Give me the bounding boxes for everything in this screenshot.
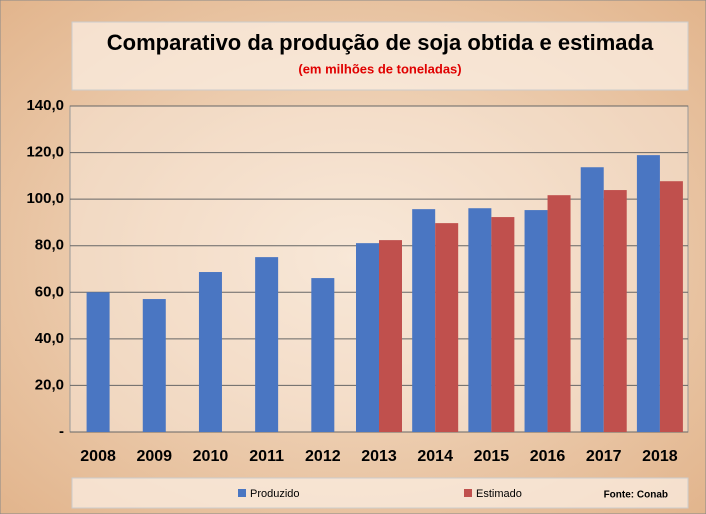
title-box [71,21,689,91]
y-tick-label: 20,0 [35,376,64,393]
bar [412,209,436,432]
y-tick-label: 140,0 [26,97,64,114]
x-tick-label: 2012 [305,448,341,465]
chart-subtitle: (em milhões de toneladas) [298,61,461,76]
bar [524,210,548,432]
x-tick-label: 2013 [361,448,397,465]
x-tick-label: 2018 [642,448,678,465]
x-tick-label: 2017 [586,448,622,465]
legend-box [71,477,689,509]
x-tick-label: 2015 [474,448,510,465]
x-tick-label: 2014 [417,448,453,465]
bar [468,208,492,432]
y-tick-label: 80,0 [35,237,64,254]
bar [435,223,459,432]
bar [86,292,110,432]
bar [580,167,604,432]
x-tick-label: 2009 [136,448,172,465]
bar [547,195,571,432]
y-tick-label: 100,0 [26,190,64,207]
y-tick-label: 120,0 [26,144,64,161]
legend-label: Estimado [476,488,522,500]
bar [356,243,379,432]
legend-swatch [464,489,472,497]
bar [142,299,166,432]
x-tick-label: 2016 [530,448,566,465]
bar [659,181,683,432]
x-tick-label: 2010 [193,448,229,465]
bar [255,257,279,432]
y-tick-label: 40,0 [35,330,64,347]
source-note: Fonte: Conab [604,490,668,501]
x-tick-label: 2008 [80,448,116,465]
chart-title: Comparativo da produção de soja obtida e… [107,30,654,55]
bar [603,190,627,432]
y-tick-label: 60,0 [35,283,64,300]
bar [491,217,515,432]
y-tick-label: - [59,423,64,440]
legend-label: Produzido [250,488,300,500]
bar [311,278,335,432]
legend-swatch [238,489,246,497]
x-tick-label: 2011 [249,448,284,465]
bar [198,272,222,432]
bar [636,155,660,432]
bar [379,240,402,432]
